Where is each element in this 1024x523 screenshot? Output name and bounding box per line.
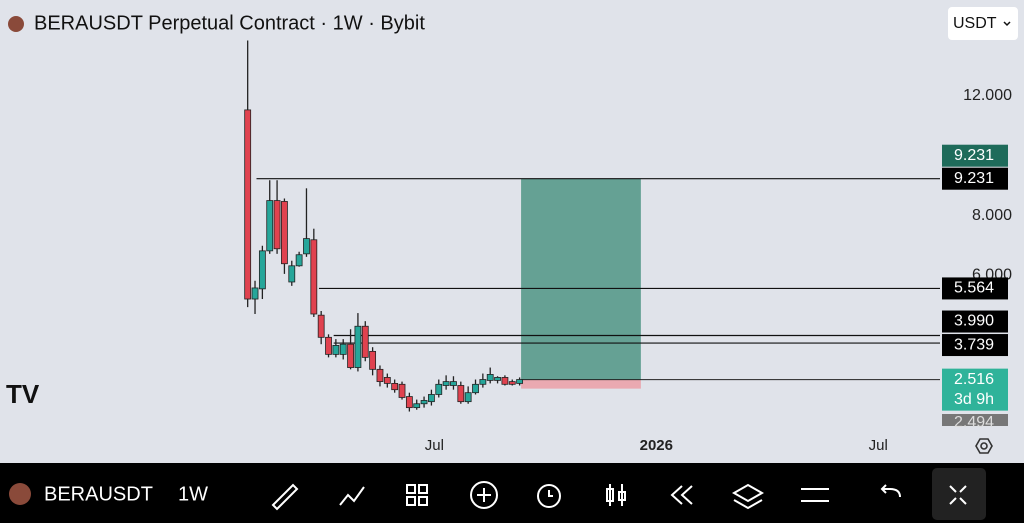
candle-body — [383, 377, 391, 384]
candle-body — [347, 343, 354, 368]
fullscreen-button[interactable] — [932, 468, 986, 520]
candle-body — [303, 238, 310, 255]
candle-body — [479, 379, 487, 385]
target-price-label-bg — [942, 144, 1008, 167]
candle-body — [376, 368, 384, 383]
candle-body — [310, 239, 318, 315]
x-tick-label: 2026 — [640, 437, 673, 454]
candle-body — [442, 381, 450, 386]
candle-body — [281, 201, 288, 265]
toolbar-interval[interactable]: 1W — [178, 483, 208, 505]
fullscreen-icon — [949, 485, 967, 505]
chart-bg — [0, 0, 1024, 463]
candle-body — [354, 325, 362, 368]
target-price-label: 9.231 — [954, 147, 994, 164]
stop-zone — [521, 379, 641, 389]
candle-body — [317, 314, 325, 338]
y-tick-label: 8.000 — [972, 207, 1012, 224]
candle-body — [472, 383, 479, 394]
x-tick-label: Jul — [425, 437, 444, 454]
candle-body — [332, 345, 340, 355]
candle-body — [450, 381, 457, 386]
candle-body — [464, 392, 472, 403]
candle-body — [457, 385, 465, 403]
level-price-label: 3.990 — [954, 313, 994, 330]
candle-body — [288, 265, 296, 283]
candle-body — [413, 403, 421, 409]
candle-body — [420, 400, 428, 405]
candle-body — [325, 336, 332, 355]
countdown: 3d 9h — [954, 391, 994, 408]
candle-body — [251, 287, 259, 300]
layout-icon[interactable] — [406, 484, 428, 506]
entry-price-label: 2.516 — [954, 371, 994, 388]
symbol-icon — [8, 16, 24, 32]
candle-body — [501, 377, 509, 385]
toolbar-symbol-icon — [9, 483, 31, 505]
chart-type-icon[interactable] — [606, 484, 626, 506]
candle-body — [339, 343, 347, 355]
undo-icon[interactable] — [880, 484, 901, 498]
candle-body — [398, 383, 406, 398]
toolbar-icons — [271, 481, 901, 511]
replay-icon[interactable] — [670, 485, 693, 505]
candle-body — [405, 396, 413, 409]
indicator-icon[interactable] — [339, 486, 365, 506]
level-price-label: 5.564 — [954, 280, 994, 297]
candle-body — [516, 379, 524, 384]
level-price-label: 9.231 — [954, 170, 994, 187]
candle-body — [486, 374, 494, 381]
target-zone — [521, 178, 641, 380]
add-icon[interactable] — [470, 481, 498, 509]
chart-title: BERAUSDT Perpetual Contract · 1W · Bybit — [34, 12, 425, 34]
alert-icon[interactable] — [537, 484, 561, 508]
stop-label-bg — [942, 414, 1008, 426]
draw-icon[interactable] — [271, 483, 299, 511]
level-price-label-bg — [942, 334, 1008, 357]
candle-body — [266, 200, 274, 252]
candle-body — [244, 109, 252, 300]
x-tick-label: Jul — [869, 437, 888, 454]
candle-body — [508, 381, 516, 385]
candle-body — [428, 394, 435, 403]
currency-label[interactable]: USDT — [953, 15, 997, 32]
currency-select[interactable] — [948, 7, 1018, 40]
y-tick-label: 12.000 — [963, 87, 1012, 104]
candle-body — [369, 350, 377, 370]
level-price-label-bg — [942, 310, 1008, 333]
entry-label-bg — [942, 368, 1008, 411]
toolbar-symbol[interactable]: BERAUSDT — [44, 483, 153, 505]
candle-body — [391, 383, 399, 391]
level-price-label: 3.739 — [954, 336, 994, 353]
layers-icon[interactable] — [731, 483, 765, 510]
settings-icon[interactable] — [975, 438, 993, 454]
toolbar — [0, 463, 1024, 523]
candle-body — [435, 383, 443, 395]
chevron — [1003, 21, 1011, 27]
candle-body — [273, 200, 281, 250]
candle-body — [361, 325, 369, 358]
candle-body — [295, 254, 303, 267]
level-price-label-bg — [942, 277, 1008, 300]
candle-body — [494, 377, 501, 381]
settings-icon[interactable] — [801, 488, 829, 502]
level-price-label-bg — [942, 167, 1008, 190]
stop-price-label: 2.494 — [954, 414, 994, 431]
tv-logo: TV — [6, 379, 40, 409]
candle-body — [258, 250, 266, 290]
